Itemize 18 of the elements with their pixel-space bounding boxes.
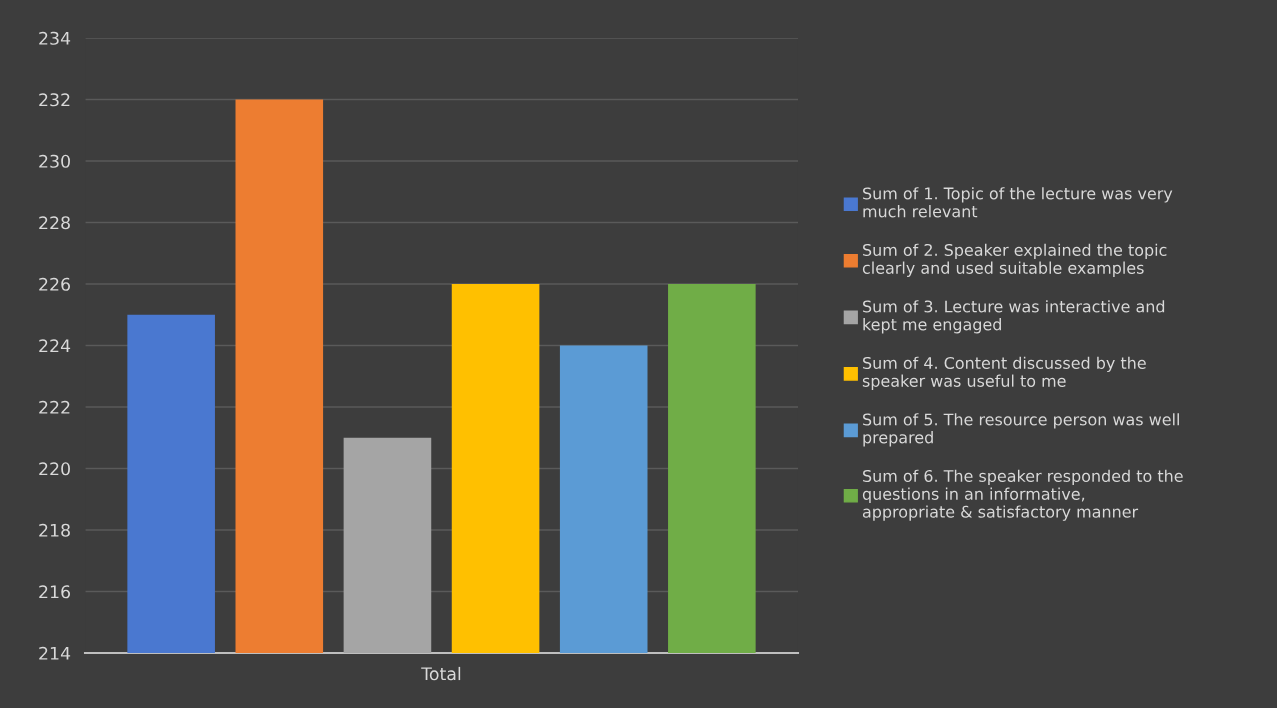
legend-label: Sum of 4. Content discussed by the speaker was useful to me — [862, 356, 1146, 390]
legend-label: Sum of 3. Lecture was interactive and kept me engaged — [863, 300, 1165, 334]
y-tick-label: 214 — [39, 646, 71, 660]
y-tick-label: 232 — [39, 93, 70, 107]
y-tick-label: 226 — [39, 277, 71, 291]
legend-label: Sum of 6. The speaker responded to the questions in an informative, appropriate & satisfactory manner — [862, 469, 1183, 521]
legend-label: Sum of 2. Speaker explained the topic clearly and used suitable examples — [862, 243, 1167, 277]
legend-label: Sum of 5. The resource person was well prepared — [863, 413, 1179, 447]
legend-label: Sum of 1. Topic of the lecture was very much relevant — [863, 187, 1173, 218]
y-tick-label: 216 — [39, 585, 71, 599]
y-tick-label: 222 — [39, 400, 70, 414]
x-tick-label: Total — [421, 666, 461, 681]
y-tick-label: 234 — [39, 31, 71, 45]
y-tick-label: 228 — [39, 216, 70, 230]
y-tick-label: 220 — [39, 462, 70, 476]
y-tick-label: 230 — [39, 154, 70, 168]
y-tick-label: 224 — [39, 339, 71, 353]
y-tick-label: 218 — [39, 523, 70, 537]
